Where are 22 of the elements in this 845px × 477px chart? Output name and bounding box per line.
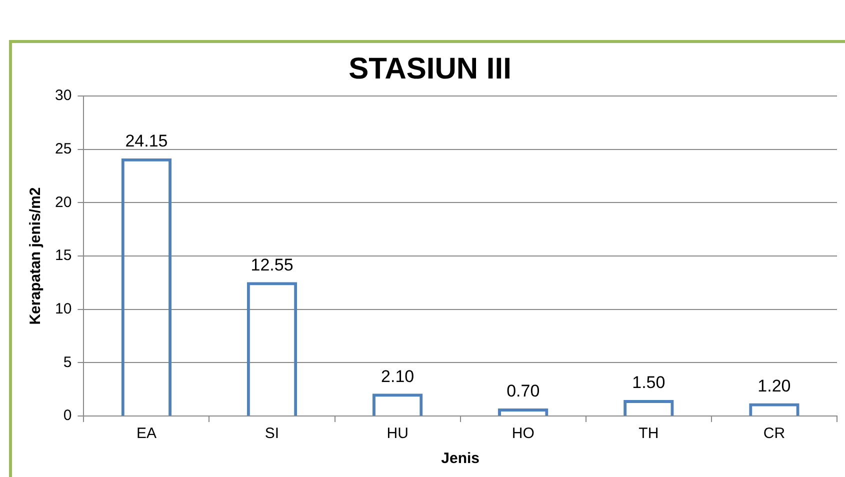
data-label: 0.70 [506, 382, 540, 401]
x-tick-label: SI [264, 425, 280, 442]
y-tick-label: 25 [54, 140, 72, 158]
data-label: 1.20 [758, 376, 791, 396]
data-label: 2.10 [381, 366, 414, 386]
y-tick-label: 30 [54, 87, 72, 104]
y-axis-title: Kerapatan jenis/m2 [27, 187, 44, 325]
x-tick-label: HO [512, 425, 534, 442]
y-tick-label: 15 [54, 247, 72, 264]
x-tick-label: HU [386, 425, 408, 442]
data-label: 12.55 [250, 255, 294, 274]
y-tick-label: 0 [63, 407, 72, 424]
y-tick-label: 20 [54, 194, 72, 211]
y-tick-label: 5 [63, 354, 72, 371]
chart-title: STASIUN III [348, 52, 512, 86]
x-tick-label: EA [136, 425, 156, 442]
y-tick-label: 10 [54, 300, 72, 318]
data-label: 24.15 [125, 132, 168, 151]
x-tick-label: TH [638, 425, 659, 442]
data-label: 1.50 [632, 373, 666, 392]
x-tick-label: CR [763, 425, 786, 442]
x-axis-title: Jenis [441, 450, 480, 468]
